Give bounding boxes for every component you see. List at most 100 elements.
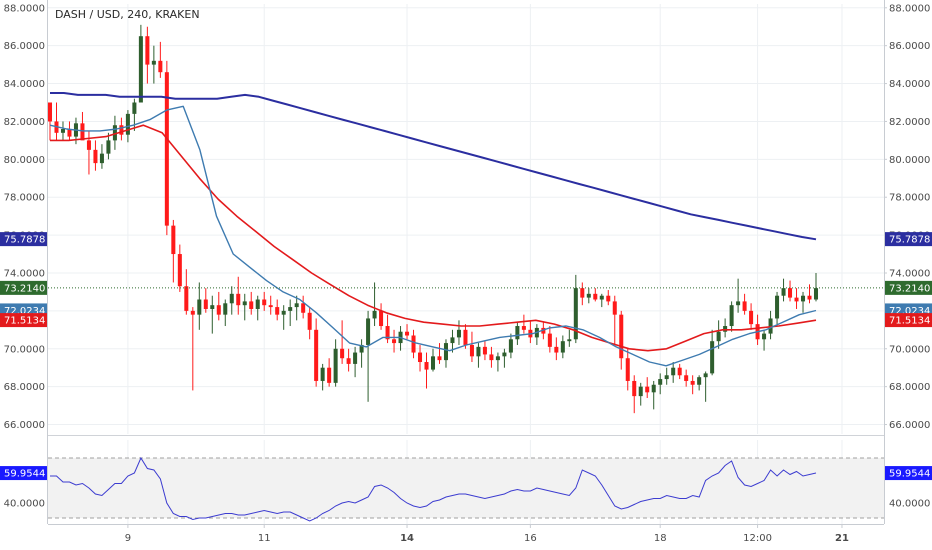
candle[interactable] [456, 320, 461, 345]
candle[interactable] [755, 314, 760, 345]
candle[interactable] [106, 132, 111, 160]
candle[interactable] [67, 121, 72, 141]
candles[interactable] [47, 24, 819, 414]
candle[interactable] [502, 348, 507, 368]
candle[interactable] [268, 295, 273, 315]
candle[interactable] [476, 343, 481, 368]
candle[interactable] [482, 341, 487, 361]
candle[interactable] [197, 282, 202, 330]
candle[interactable] [508, 333, 513, 359]
candle[interactable] [528, 320, 533, 344]
candle[interactable] [327, 358, 332, 387]
candle[interactable] [567, 329, 572, 347]
candle[interactable] [651, 380, 656, 410]
candle[interactable] [710, 329, 715, 376]
candle[interactable] [164, 60, 169, 236]
candle[interactable] [515, 322, 520, 345]
candle[interactable] [645, 377, 650, 399]
candle[interactable] [625, 348, 630, 391]
candle[interactable] [599, 293, 604, 308]
candle[interactable] [379, 303, 384, 330]
candle[interactable] [249, 291, 254, 315]
candle[interactable] [619, 310, 624, 370]
candle[interactable] [723, 318, 728, 338]
candle[interactable] [392, 329, 397, 353]
candle[interactable] [560, 335, 565, 359]
candle[interactable] [99, 144, 104, 169]
candle[interactable] [703, 371, 708, 402]
candle[interactable] [534, 324, 539, 345]
candle[interactable] [606, 290, 611, 306]
candle[interactable] [424, 352, 429, 389]
candle[interactable] [716, 320, 721, 349]
candle[interactable] [223, 299, 228, 327]
candle[interactable] [80, 111, 85, 141]
candle[interactable] [586, 288, 591, 304]
candle[interactable] [580, 282, 585, 306]
candle[interactable] [372, 282, 377, 327]
candle[interactable] [736, 278, 741, 313]
candle[interactable] [307, 307, 312, 340]
candle[interactable] [781, 278, 786, 302]
candle[interactable] [801, 291, 806, 313]
candle[interactable] [294, 295, 299, 321]
candle[interactable] [112, 115, 117, 150]
candle[interactable] [119, 117, 124, 141]
candle[interactable] [749, 303, 754, 330]
candle[interactable] [255, 295, 260, 321]
candle[interactable] [138, 24, 143, 103]
candle[interactable] [145, 26, 150, 84]
candle[interactable] [184, 269, 189, 315]
candle[interactable] [54, 102, 59, 141]
candle[interactable] [242, 293, 247, 321]
candle[interactable] [697, 375, 702, 391]
candle[interactable] [385, 314, 390, 344]
candle[interactable] [547, 326, 552, 353]
candle[interactable] [671, 362, 676, 383]
candle[interactable] [612, 295, 617, 345]
candle[interactable] [151, 45, 156, 84]
candle[interactable] [171, 219, 176, 283]
candle[interactable] [742, 293, 747, 315]
candle[interactable] [684, 369, 689, 387]
candle[interactable] [320, 363, 325, 391]
candle[interactable] [190, 307, 195, 391]
candle[interactable] [229, 286, 234, 315]
candle[interactable] [47, 102, 53, 141]
candle[interactable] [430, 348, 436, 372]
candle[interactable] [437, 343, 442, 364]
candle[interactable] [450, 329, 455, 353]
candle[interactable] [203, 288, 208, 313]
candle[interactable] [346, 348, 351, 372]
candle[interactable] [236, 276, 241, 315]
candle[interactable] [216, 291, 221, 321]
candle[interactable] [443, 339, 448, 368]
candle[interactable] [775, 291, 780, 325]
candle[interactable] [469, 331, 474, 363]
candle[interactable] [262, 291, 267, 311]
candle[interactable] [664, 367, 669, 385]
candle[interactable] [210, 295, 215, 334]
candle[interactable] [366, 310, 371, 402]
candle[interactable] [275, 299, 280, 321]
candle[interactable] [405, 324, 410, 340]
candle[interactable] [762, 329, 767, 351]
candle[interactable] [314, 318, 319, 387]
candle[interactable] [554, 337, 559, 361]
candle[interactable] [281, 305, 286, 330]
candle[interactable] [177, 244, 182, 292]
candle[interactable] [495, 352, 500, 372]
candle[interactable] [301, 295, 306, 319]
candle[interactable] [813, 272, 819, 302]
candle[interactable] [353, 346, 358, 378]
candle[interactable] [93, 140, 98, 171]
candle[interactable] [690, 375, 695, 395]
candle[interactable] [158, 41, 163, 78]
candle[interactable] [288, 299, 293, 327]
candle[interactable] [521, 314, 526, 334]
candle[interactable] [411, 329, 416, 359]
candle[interactable] [418, 344, 423, 372]
candle[interactable] [340, 320, 345, 364]
candle[interactable] [729, 301, 734, 332]
